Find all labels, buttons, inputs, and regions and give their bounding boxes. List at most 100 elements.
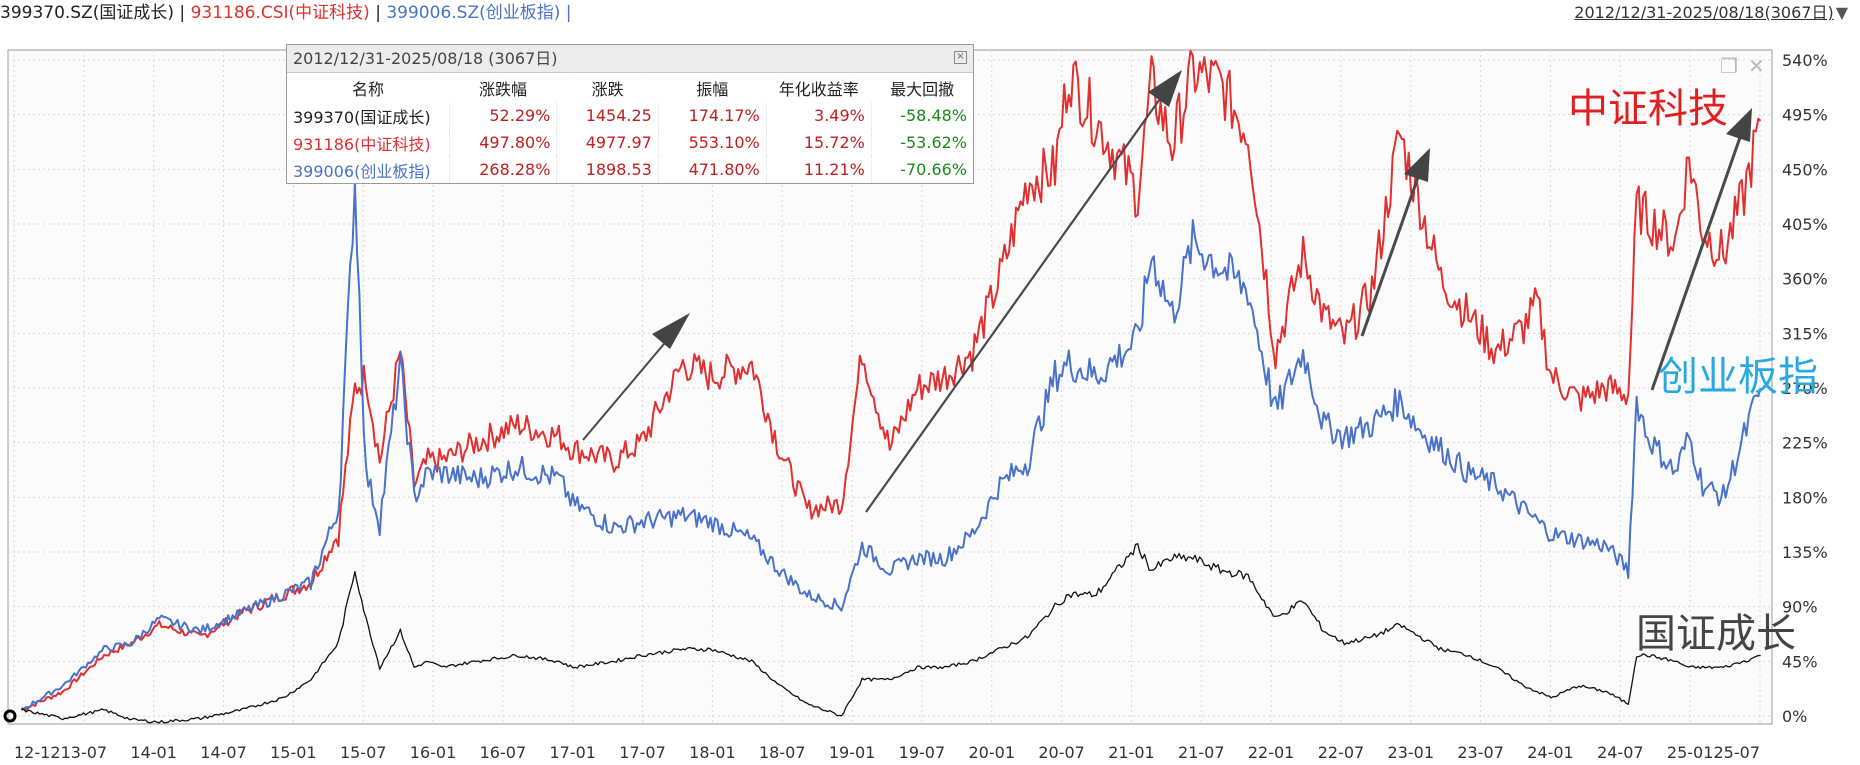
row-name: 931186(中证科技) (293, 134, 431, 154)
change-pct-cell: 268.28% (448, 156, 557, 183)
annotation-chuangye: 创业板指 (1658, 354, 1818, 400)
trend-arrow-3 (1360, 165, 1424, 337)
y-tick-label: 90% (1782, 598, 1818, 617)
change-cell: 4977.97 (556, 129, 659, 156)
x-tick-label: 19-01 (829, 743, 876, 762)
chart-header: 399370.SZ(国证成长) | 931186.CSI(中证科技) | 399… (0, 0, 1860, 26)
annual-return-cell: 11.21% (765, 156, 872, 183)
y-axis: 0% 45% 90% 135% 180% 225% 270% 315% 360% 405% 450%… (1782, 51, 1828, 726)
column-header: 最大回撤 (890, 79, 955, 99)
y-tick-label: 495% (1782, 106, 1828, 125)
x-tick-label: 21-01 (1108, 743, 1155, 762)
change-cell: 1454.25 (556, 102, 659, 129)
table-row[interactable]: 931186(中证科技) 497.80% 4977.97 553.10% 15.… (287, 129, 973, 156)
x-tick-label: 15-01 (270, 743, 317, 762)
amplitude-cell: 174.17% (657, 102, 767, 129)
header-separator: | (375, 3, 381, 23)
close-icon[interactable]: × (954, 51, 967, 64)
x-tick-label: 24-07 (1597, 743, 1644, 762)
x-tick-label: 23-01 (1388, 743, 1435, 762)
series-line-chuangye (20, 181, 1762, 711)
stats-panel: 2012/12/31-2025/08/18 (3067日) × 名称 涨跌幅 涨… (286, 44, 974, 184)
header-separator: | (179, 3, 186, 23)
stats-header-row: 名称 涨跌幅 涨跌 振幅 年化收益率 最大回撤 (287, 73, 973, 102)
close-window-icon[interactable]: ✕ (1747, 54, 1775, 78)
column-header: 涨跌幅 (478, 79, 527, 99)
y-tick-label: 0% (1782, 707, 1807, 726)
x-tick-label: 22-01 (1248, 743, 1295, 762)
trend-arrowhead-2 (1148, 70, 1182, 107)
date-range-text: 2012/12/31-2025/08/18(3067日) (1574, 3, 1834, 22)
x-tick-label: 22-07 (1318, 743, 1365, 762)
y-tick-label: 315% (1782, 324, 1828, 343)
x-tick-label: 18-07 (759, 743, 806, 762)
start-marker (3, 709, 17, 723)
date-range-selector[interactable]: 2012/12/31-2025/08/18(3067日) ▼ (1574, 0, 1848, 26)
series-annotations: 中证科技 创业板指 国证成长 (1568, 86, 1818, 657)
x-tick-label: 24-01 (1527, 743, 1574, 762)
amplitude-cell: 553.10% (657, 129, 767, 156)
x-tick-label: 20-07 (1038, 743, 1085, 762)
change-cell: 1898.53 (556, 156, 659, 183)
series-label-chuangye[interactable]: 399006.SZ(创业板指) (386, 3, 561, 23)
y-tick-label: 405% (1782, 215, 1828, 234)
y-tick-label: 180% (1782, 488, 1828, 507)
y-tick-label: 135% (1782, 543, 1828, 562)
x-tick-label: 25-01 (1667, 743, 1714, 762)
x-tick-label: 23-07 (1457, 743, 1504, 762)
trend-arrow-1 (582, 324, 681, 441)
table-row[interactable]: 399370(国证成长) 52.29% 1454.25 174.17% 3.49… (287, 102, 973, 129)
stats-panel-title[interactable]: 2012/12/31-2025/08/18 (3067日) × (287, 45, 973, 73)
y-tick-label: 270% (1782, 379, 1828, 398)
change-pct-cell: 497.80% (448, 129, 557, 156)
stats-table: 名称 涨跌幅 涨跌 振幅 年化收益率 最大回撤 399370(国证成长) 52.… (287, 73, 973, 183)
max-drawdown-cell: -70.66% (870, 156, 973, 183)
column-header: 涨跌 (591, 79, 624, 99)
x-tick-label: 12-12 (14, 743, 61, 762)
trend-arrow-4 (1650, 125, 1746, 391)
column-header: 振幅 (696, 79, 729, 99)
x-tick-label: 25-07 (1714, 743, 1761, 762)
change-pct-cell: 52.29% (448, 102, 557, 129)
x-tick-label: 17-07 (619, 743, 666, 762)
series-label-zhongzheng[interactable]: 931186.CSI(中证科技) (190, 3, 370, 23)
x-tick-label: 13-07 (61, 743, 108, 762)
dropdown-caret-icon: ▼ (1835, 3, 1848, 22)
max-drawdown-cell: -58.48% (870, 102, 973, 129)
series-line-guozheng (21, 543, 1761, 724)
x-tick-label: 14-01 (130, 743, 177, 762)
x-tick-label: 17-01 (549, 743, 596, 762)
amplitude-cell: 471.80% (657, 156, 767, 183)
x-axis: 12-12 13-07 14-01 14-07 15-01 15-07 16-01 16-07… (14, 743, 1760, 762)
trend-arrowhead-1 (652, 313, 690, 349)
x-tick-label: 21-07 (1178, 743, 1225, 762)
y-tick-label: 450% (1782, 160, 1828, 179)
x-tick-label: 20-01 (969, 743, 1016, 762)
x-tick-label: 15-07 (340, 743, 387, 762)
header-separator: | (565, 3, 572, 23)
x-tick-label: 16-01 (410, 743, 457, 762)
x-tick-label: 18-01 (689, 743, 736, 762)
annotation-zhongzheng: 中证科技 (1568, 86, 1728, 132)
table-row[interactable]: 399006(创业板指) 268.28% 1898.53 471.80% 11.… (287, 156, 973, 183)
row-name: 399370(国证成长) (293, 107, 431, 127)
series-lines (20, 49, 1762, 724)
x-tick-label: 19-07 (899, 743, 946, 762)
restore-icon[interactable]: ❐ (1720, 54, 1748, 78)
y-tick-label: 360% (1782, 270, 1828, 289)
y-tick-label: 540% (1782, 51, 1828, 70)
trend-arrowhead-3 (1404, 148, 1430, 182)
max-drawdown-cell: -53.62% (870, 129, 973, 156)
x-tick-label: 14-07 (200, 743, 247, 762)
row-name: 399006(创业板指) (293, 161, 431, 181)
annotation-guozheng: 国证成长 (1636, 611, 1796, 657)
y-tick-label: 45% (1782, 652, 1818, 671)
column-header: 年化收益率 (778, 79, 859, 99)
stats-panel-title-text: 2012/12/31-2025/08/18 (3067日) (293, 49, 558, 68)
annual-return-cell: 15.72% (765, 129, 872, 156)
window-controls: ❐✕ (1720, 54, 1775, 78)
trend-arrow-2 (865, 81, 1173, 513)
series-label-guozheng[interactable]: 399370.SZ(国证成长) (0, 3, 175, 23)
x-tick-label: 16-07 (480, 743, 527, 762)
